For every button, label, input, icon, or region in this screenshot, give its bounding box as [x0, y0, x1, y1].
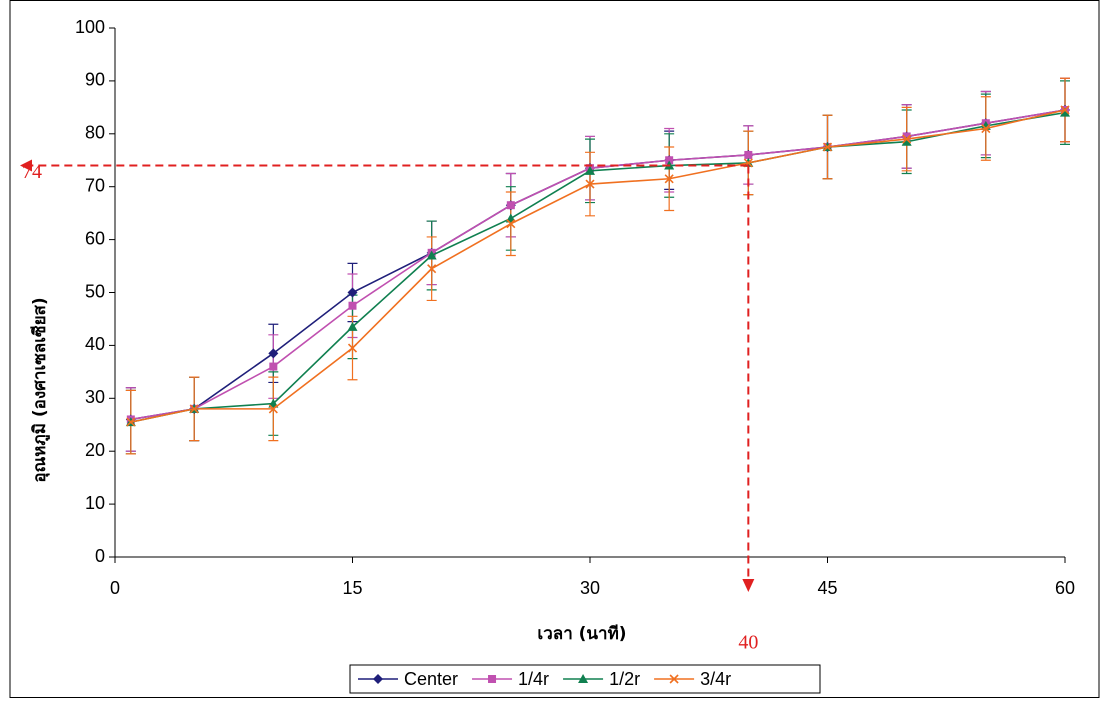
y-tick-label: 100 [75, 17, 105, 37]
arrow-head [20, 159, 32, 172]
legend-label: 1/2r [609, 669, 640, 689]
x-tick-label: 15 [342, 578, 362, 598]
x-tick-label: 30 [580, 578, 600, 598]
marker [665, 156, 674, 165]
marker [268, 348, 279, 359]
marker [427, 264, 437, 274]
marker [126, 417, 136, 427]
marker [347, 287, 358, 298]
legend-label: 1/4r [518, 669, 549, 689]
marker [981, 123, 991, 134]
reference-label: 40 [738, 632, 758, 654]
marker [664, 174, 674, 184]
y-tick-label: 70 [85, 175, 105, 195]
y-tick-label: 10 [85, 493, 105, 513]
marker [506, 219, 516, 229]
marker [1060, 107, 1070, 117]
y-tick-label: 0 [95, 546, 105, 566]
legend-label: 3/4r [700, 669, 731, 689]
marker [373, 674, 383, 684]
marker [1060, 105, 1070, 115]
marker [902, 134, 912, 144]
y-tick-label: 50 [85, 281, 105, 301]
marker [347, 343, 358, 353]
legend: Center 1/4r 1/2r 3/4r [349, 664, 821, 694]
x-tick-label: 0 [110, 578, 120, 598]
legend-box [349, 664, 821, 694]
marker [189, 404, 199, 414]
marker [426, 250, 437, 260]
y-tick-label: 40 [85, 334, 105, 354]
y-axis-label: อุณหภูมิ (องศาเซลเซียส) [29, 297, 51, 482]
marker [585, 165, 595, 175]
x-tick-label: 45 [817, 578, 837, 598]
y-tick-label: 90 [85, 70, 105, 90]
marker [348, 301, 357, 310]
chart-frame [9, 0, 1100, 698]
marker [669, 674, 679, 684]
x-axis-label: เวลา (นาที) [537, 623, 626, 644]
marker [585, 179, 595, 189]
y-tick-label: 30 [85, 387, 105, 407]
marker [901, 136, 912, 146]
y-tick-label: 80 [85, 123, 105, 143]
marker [822, 142, 833, 152]
legend-label: Center [404, 669, 458, 689]
marker [347, 321, 358, 331]
y-tick-label: 60 [85, 228, 105, 248]
marker [269, 362, 278, 371]
reference-label: 74 [22, 161, 42, 183]
y-tick-label: 20 [85, 440, 105, 460]
x-tick-label: 60 [1055, 578, 1075, 598]
marker [488, 675, 497, 683]
marker [268, 404, 278, 414]
arrow-head [742, 579, 755, 592]
marker [578, 674, 589, 683]
marker [506, 201, 515, 210]
marker [744, 150, 753, 159]
marker [902, 132, 911, 141]
